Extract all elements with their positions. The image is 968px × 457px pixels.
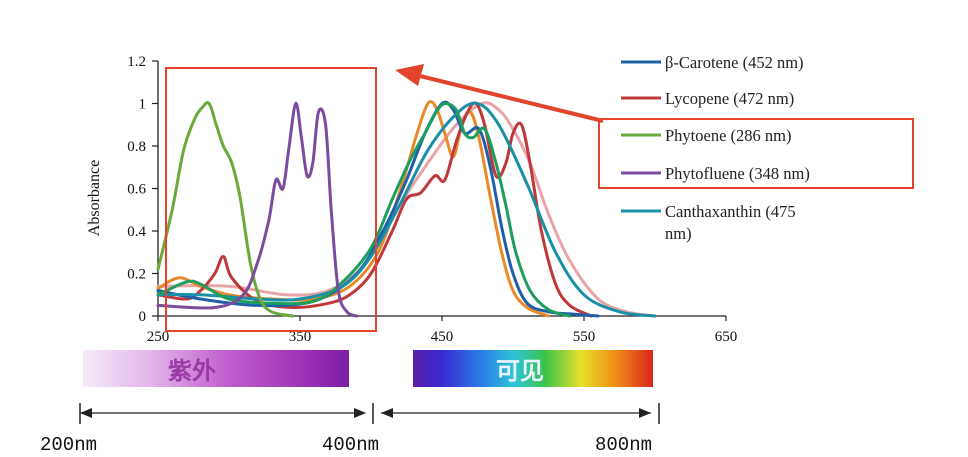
x-tick-label: 350	[289, 329, 312, 345]
legend-label: Canthaxanthin (475	[665, 202, 796, 221]
y-tick-label: 0.2	[127, 267, 146, 283]
x-tick-label: 550	[573, 329, 596, 345]
series-line-carotene-452-nm	[156, 100, 600, 318]
scale-arrowhead	[80, 408, 92, 418]
series-line-lycopene-472-nm	[156, 101, 593, 318]
y-tick-label: 0	[139, 309, 147, 325]
visible-spectrum-bar: 可见	[413, 350, 653, 387]
x-tick-label: 450	[431, 329, 454, 345]
legend-item-lycopene: Lycopene (472 nm)	[621, 89, 794, 108]
uv-highlight-box	[165, 67, 377, 332]
legend: β-Carotene (452 nm) Lycopene (472 nm) Ph…	[621, 53, 810, 243]
scale-label-400: 400nm	[322, 434, 379, 456]
scale-label-800: 800nm	[595, 434, 652, 456]
uv-spectrum-bar: 紫外	[83, 350, 349, 387]
x-tick-label: 650	[715, 329, 738, 345]
series-line-canthaxanthin-475-nm	[156, 101, 657, 318]
uv-gradient	[83, 350, 349, 387]
scale-arrowhead	[639, 408, 651, 418]
callout-arrow	[395, 64, 604, 123]
scale-label-200: 200nm	[40, 434, 97, 456]
legend-highlight-box	[598, 118, 914, 189]
x-tick-label: 250	[147, 329, 170, 345]
y-tick-label: 0.6	[127, 182, 146, 198]
legend-label: Lycopene (472 nm)	[665, 89, 794, 108]
series-line-series-7	[156, 101, 657, 318]
y-tick-label: 1.2	[127, 54, 146, 70]
y-tick-label: 0.8	[127, 139, 146, 155]
series-line-series-6	[156, 101, 572, 318]
series-line-series-5	[156, 100, 550, 318]
legend-label-continued: nm)	[665, 224, 692, 243]
visible-label: 可见	[496, 356, 544, 385]
series-line-phytoene-286-nm	[156, 101, 295, 318]
legend-label: Phytofluene (348 nm)	[665, 164, 810, 183]
legend-item-phytofluene: Phytofluene (348 nm)	[621, 164, 810, 183]
y-tick-label: 0.4	[127, 224, 146, 240]
y-tick-label: 1	[139, 97, 147, 113]
visible-gradient	[413, 350, 653, 387]
series-layer	[156, 100, 657, 318]
scale-arrowhead	[381, 408, 393, 418]
legend-item-beta-carotene: β-Carotene (452 nm)	[621, 53, 804, 72]
y-axis-label: Absorbance	[86, 160, 103, 236]
wavelength-scale: 200nm 400nm 800nm	[40, 403, 660, 456]
legend-label: β-Carotene (452 nm)	[665, 53, 804, 72]
legend-item-phytoene: Phytoene (286 nm)	[621, 126, 791, 145]
uv-label: 紫外	[168, 356, 216, 385]
legend-label: Phytoene (286 nm)	[665, 126, 791, 145]
y-tick-group: 0 0.2 0.4 0.6 0.8 1 1.2	[127, 54, 158, 325]
scale-arrowhead	[354, 408, 366, 418]
legend-item-canthaxanthin: Canthaxanthin (475 nm)	[621, 202, 796, 243]
x-tick-group: 250 350 450 550 650	[147, 316, 738, 345]
series-line-phytofluene-348-nm	[156, 101, 359, 318]
